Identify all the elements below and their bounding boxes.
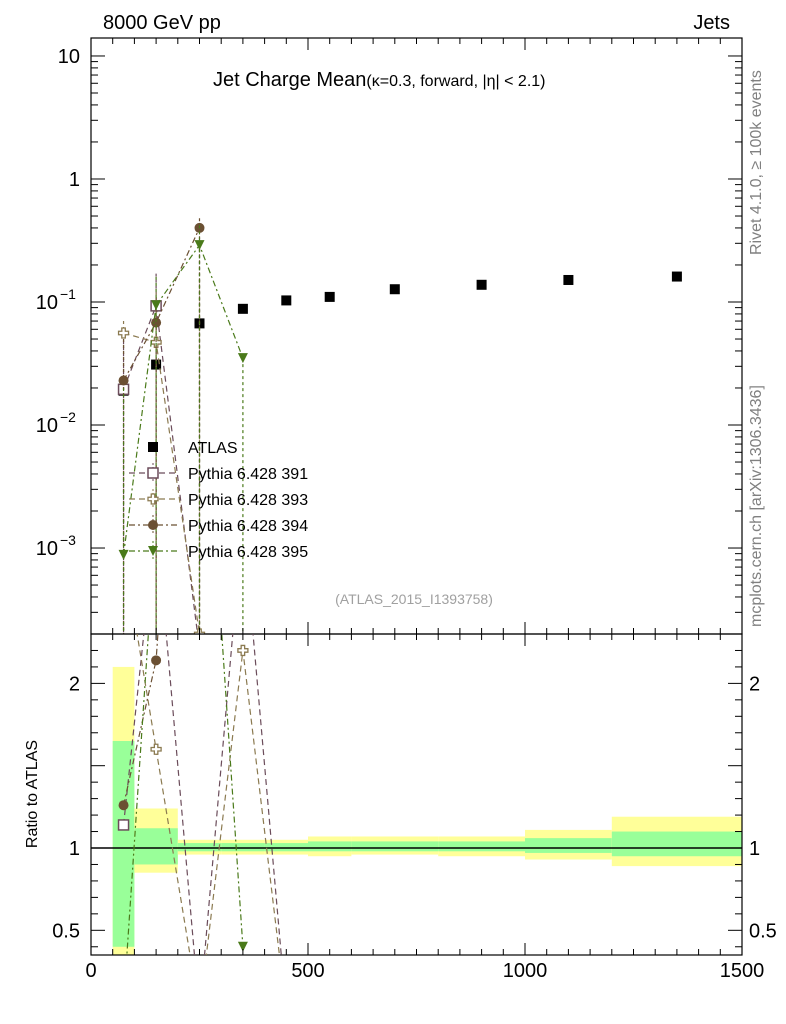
data-point	[150, 336, 162, 348]
legend-marker	[148, 442, 158, 452]
legend-entry-0: ATLAS	[148, 440, 238, 457]
legend-entry-2: Pythia 6.428 393	[129, 489, 308, 509]
legend-marker	[148, 546, 158, 556]
data-point	[476, 279, 487, 290]
ratio-band-inner-9	[611, 831, 742, 857]
ratio-ylabel: Ratio to ATLAS	[24, 740, 41, 848]
ratio-band-inner-1	[134, 828, 178, 865]
y-tick-label: 10	[58, 46, 80, 68]
side-label-bottom: mcplots.cern.ch [arXiv:1306.3436]	[748, 385, 765, 627]
ratio-point	[151, 655, 162, 666]
y-tick-exponent: −3	[60, 532, 76, 548]
ratio-band-inner-6	[351, 841, 439, 852]
y-tick-exponent: −2	[60, 409, 76, 425]
data-point	[194, 240, 205, 251]
legend-entry-1: Pythia 6.428 391	[129, 463, 308, 483]
series-3	[118, 218, 205, 634]
analysis-id: (ATLAS_2015_I1393758)	[335, 591, 493, 607]
ratio-line	[122, 634, 159, 806]
x-axis: 0 500 1000 1500	[85, 38, 764, 982]
legend-label: Pythia 6.428 393	[188, 492, 308, 509]
y-tick-label: 10	[36, 415, 58, 437]
ratio-frame	[90, 633, 743, 956]
chart-title: Jet Charge Mean(κ=0.3, forward, |η| < 2.…	[213, 69, 545, 91]
ratio-band-inner-7	[438, 841, 525, 852]
data-point	[237, 353, 248, 364]
ratio-point	[150, 743, 162, 755]
data-point	[563, 274, 574, 285]
legend: ATLAS Pythia 6.428 391 Pythia 6.428 393 Pyt…	[129, 440, 308, 561]
legend-label: ATLAS	[188, 440, 238, 457]
legend-label: Pythia 6.428 394	[188, 518, 308, 535]
x-tick-label: 1000	[503, 960, 548, 982]
data-point	[118, 375, 129, 386]
ratio-y-tick-label-left: 1	[69, 838, 80, 860]
header-right: Jets	[693, 12, 730, 34]
ratio-series	[117, 634, 282, 955]
ratio-y-tick-label-right: 2	[749, 673, 760, 695]
series-0	[118, 271, 682, 396]
x-tick-label: 1500	[720, 960, 765, 982]
ratio-point	[117, 819, 130, 831]
ratio-y-tick-label-right: 1	[749, 838, 760, 860]
data-point	[151, 300, 162, 311]
series-line	[123, 332, 201, 634]
ratio-band-inner-4	[264, 843, 308, 852]
ratio-point	[237, 644, 249, 657]
ratio-band-inner-8	[525, 838, 612, 853]
data-point	[117, 327, 130, 339]
data-point	[389, 284, 400, 295]
y-tick-label: 1	[69, 169, 80, 191]
data-point	[118, 549, 129, 560]
legend-label: Pythia 6.428 395	[188, 544, 308, 561]
header-left: 8000 GeV pp	[103, 12, 221, 34]
ratio-series-2	[136, 634, 281, 955]
chart-title-main: Jet Charge Mean	[213, 69, 366, 91]
y-tick-exponent: −1	[60, 286, 76, 302]
ratio-y-tick-label-left: 0.5	[52, 920, 80, 942]
ratio-series-1	[117, 634, 282, 955]
ratio-series-3	[118, 634, 162, 811]
x-tick-label: 0	[85, 960, 96, 982]
data-point	[324, 291, 335, 302]
x-tick-label: 500	[291, 960, 324, 982]
legend-label: Pythia 6.428 391	[188, 466, 308, 483]
y-tick-label: 10	[36, 292, 58, 314]
data-point	[151, 317, 162, 328]
data-point	[281, 295, 292, 306]
ratio-series-4	[126, 634, 248, 955]
ratio-y-tick-label-right: 0.5	[749, 920, 777, 942]
legend-marker	[148, 520, 158, 530]
legend-entry-4: Pythia 6.428 395	[129, 541, 308, 561]
ratio-band-inner-2	[177, 843, 222, 852]
legend-marker	[147, 467, 159, 479]
ratio-band-inner-0	[112, 741, 135, 947]
series-4	[118, 225, 248, 634]
ratio-bands	[112, 666, 742, 955]
ratio-band-inner-3	[221, 843, 265, 852]
legend-marker	[147, 493, 159, 505]
ratio-line	[122, 634, 282, 955]
data-point	[237, 303, 248, 314]
main-series	[117, 218, 682, 634]
y-tick-label: 10	[36, 538, 58, 560]
series-line	[122, 305, 199, 634]
ratio-panel: 0.5 0.5 1 1 2 2	[52, 633, 777, 956]
ratio-point	[237, 941, 248, 952]
ratio-y-tick-label-left: 2	[69, 673, 80, 695]
legend-entry-3: Pythia 6.428 394	[129, 515, 308, 535]
ratio-band-inner-5	[308, 841, 352, 852]
chart-title-detail: (κ=0.3, forward, |η| < 2.1)	[366, 73, 545, 90]
ratio-line	[136, 634, 281, 955]
ratio-line	[126, 634, 244, 955]
ratio-point	[118, 800, 129, 811]
data-point	[671, 271, 682, 282]
side-label-top: Rivet 4.1.0, ≥ 100k events	[748, 70, 765, 255]
